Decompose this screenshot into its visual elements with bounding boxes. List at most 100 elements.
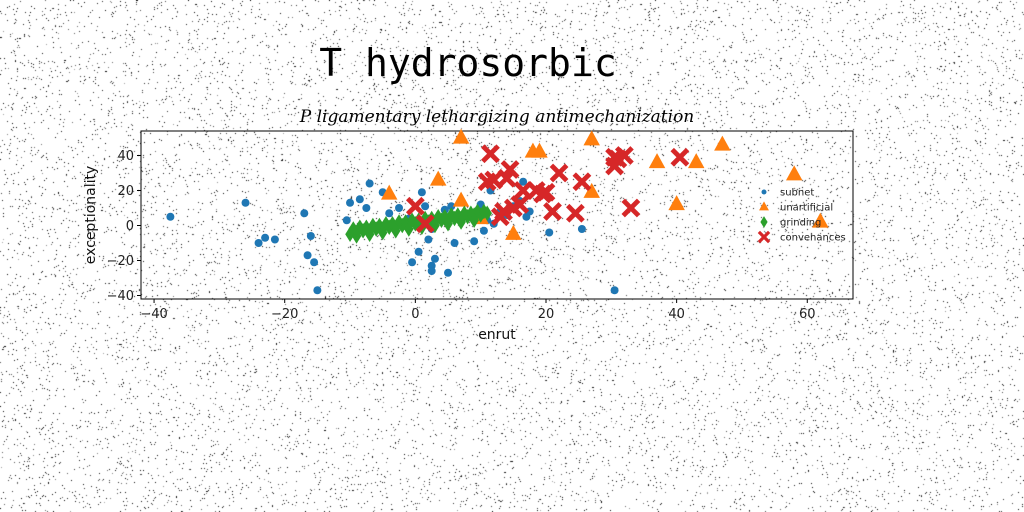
point-subnet bbox=[414, 247, 423, 256]
point-convenances bbox=[481, 144, 500, 164]
y-tick-label: 0 bbox=[126, 219, 134, 234]
point-unartificial bbox=[648, 153, 666, 169]
x-tick-label: 0 bbox=[411, 307, 419, 322]
point-subnet bbox=[300, 209, 309, 218]
point-convenances bbox=[621, 198, 641, 218]
point-grinding bbox=[364, 226, 375, 243]
point-unartificial bbox=[687, 153, 705, 169]
point-subnet bbox=[306, 232, 315, 240]
point-subnet bbox=[424, 235, 433, 244]
point-unartificial bbox=[380, 184, 398, 200]
point-subnet bbox=[313, 286, 322, 295]
x-axis-label: enrut bbox=[478, 327, 516, 343]
legend-label-grinding: grinding bbox=[780, 218, 821, 229]
point-convenances bbox=[565, 203, 585, 223]
point-convenances bbox=[572, 172, 592, 192]
point-subnet bbox=[450, 239, 459, 247]
point-unartificial bbox=[583, 182, 600, 198]
x-tick-label: 60 bbox=[799, 307, 816, 322]
figure-suptitle: T hydrosorbic bbox=[319, 41, 616, 85]
legend-marker-unartificial bbox=[759, 201, 769, 211]
point-subnet bbox=[303, 251, 312, 260]
point-subnet bbox=[355, 195, 364, 204]
point-grinding bbox=[351, 228, 362, 244]
point-unartificial bbox=[531, 142, 548, 158]
point-subnet bbox=[385, 209, 394, 218]
point-subnet bbox=[241, 198, 250, 207]
point-subnet bbox=[395, 204, 404, 212]
point-unartificial bbox=[812, 212, 829, 228]
point-subnet bbox=[254, 239, 263, 247]
y-axis-label: exceptionality bbox=[83, 166, 99, 265]
point-convenances bbox=[536, 182, 556, 202]
point-subnet bbox=[470, 237, 479, 246]
data-points bbox=[166, 128, 829, 295]
point-subnet bbox=[444, 268, 453, 277]
y-tick-label: 20 bbox=[117, 184, 134, 199]
point-unartificial bbox=[452, 128, 470, 144]
point-convenances bbox=[513, 181, 533, 200]
legend-marker-grinding bbox=[760, 216, 768, 228]
chart-title: P ligamentary lethargizing antimechaniza… bbox=[299, 107, 695, 127]
point-subnet bbox=[519, 177, 528, 186]
point-subnet bbox=[447, 202, 456, 211]
legend-label-convenances: convenances bbox=[780, 233, 846, 244]
point-grinding bbox=[456, 214, 466, 230]
y-tick-label: −40 bbox=[107, 289, 134, 304]
point-subnet bbox=[408, 258, 417, 267]
point-unartificial bbox=[505, 224, 522, 240]
legend-marker-convenances bbox=[757, 230, 771, 244]
x-axis-ticks: −40 −20 0 20 40 60 bbox=[140, 299, 816, 322]
point-convenances bbox=[415, 214, 435, 234]
point-convenances bbox=[549, 163, 569, 183]
point-unartificial bbox=[429, 170, 447, 186]
point-subnet bbox=[417, 188, 426, 197]
point-subnet bbox=[346, 198, 355, 207]
point-subnet bbox=[270, 235, 279, 244]
point-grinding bbox=[407, 212, 417, 229]
y-tick-label: 40 bbox=[117, 149, 134, 164]
legend-marker-subnet bbox=[761, 189, 767, 195]
point-convenances bbox=[670, 147, 690, 167]
point-subnet bbox=[577, 225, 586, 233]
point-subnet bbox=[310, 258, 319, 267]
point-subnet bbox=[479, 226, 488, 235]
point-subnet bbox=[362, 204, 371, 212]
point-subnet bbox=[430, 254, 439, 263]
point-grinding bbox=[443, 215, 453, 232]
point-unartificial bbox=[452, 191, 470, 207]
point-grinding bbox=[361, 219, 372, 236]
plot-area bbox=[140, 130, 854, 300]
point-convenances bbox=[543, 202, 562, 221]
point-subnet bbox=[365, 179, 374, 188]
y-tick-label: −20 bbox=[107, 254, 134, 269]
point-grinding bbox=[466, 205, 476, 222]
point-grinding bbox=[400, 214, 411, 230]
point-unartificial bbox=[668, 195, 685, 211]
point-unartificial bbox=[714, 135, 731, 151]
point-grinding bbox=[446, 207, 457, 223]
point-grinding bbox=[368, 217, 378, 234]
point-grinding bbox=[377, 224, 388, 241]
x-tick-label: 40 bbox=[668, 307, 685, 322]
y-axis-ticks: −40 −20 0 20 40 bbox=[107, 149, 141, 304]
point-grinding bbox=[469, 212, 479, 229]
point-grinding bbox=[390, 222, 401, 239]
legend-label-subnet: subnet bbox=[780, 188, 814, 199]
point-unartificial bbox=[785, 165, 803, 181]
point-convenances bbox=[510, 195, 530, 214]
point-subnet bbox=[427, 267, 436, 275]
legend-label-unartificial: unartificial bbox=[780, 203, 833, 214]
point-unartificial bbox=[583, 130, 600, 146]
x-tick-label: 20 bbox=[538, 307, 555, 322]
series-convenances bbox=[405, 144, 690, 234]
point-subnet bbox=[421, 202, 430, 211]
point-grinding bbox=[404, 221, 414, 237]
point-subnet bbox=[545, 228, 554, 237]
x-tick-label: −40 bbox=[140, 307, 167, 322]
legend: subnet unartificial grinding convenances bbox=[757, 188, 846, 244]
point-grinding bbox=[479, 203, 489, 220]
point-subnet bbox=[342, 216, 351, 225]
point-subnet bbox=[261, 233, 270, 242]
x-tick-label: −20 bbox=[271, 307, 298, 322]
